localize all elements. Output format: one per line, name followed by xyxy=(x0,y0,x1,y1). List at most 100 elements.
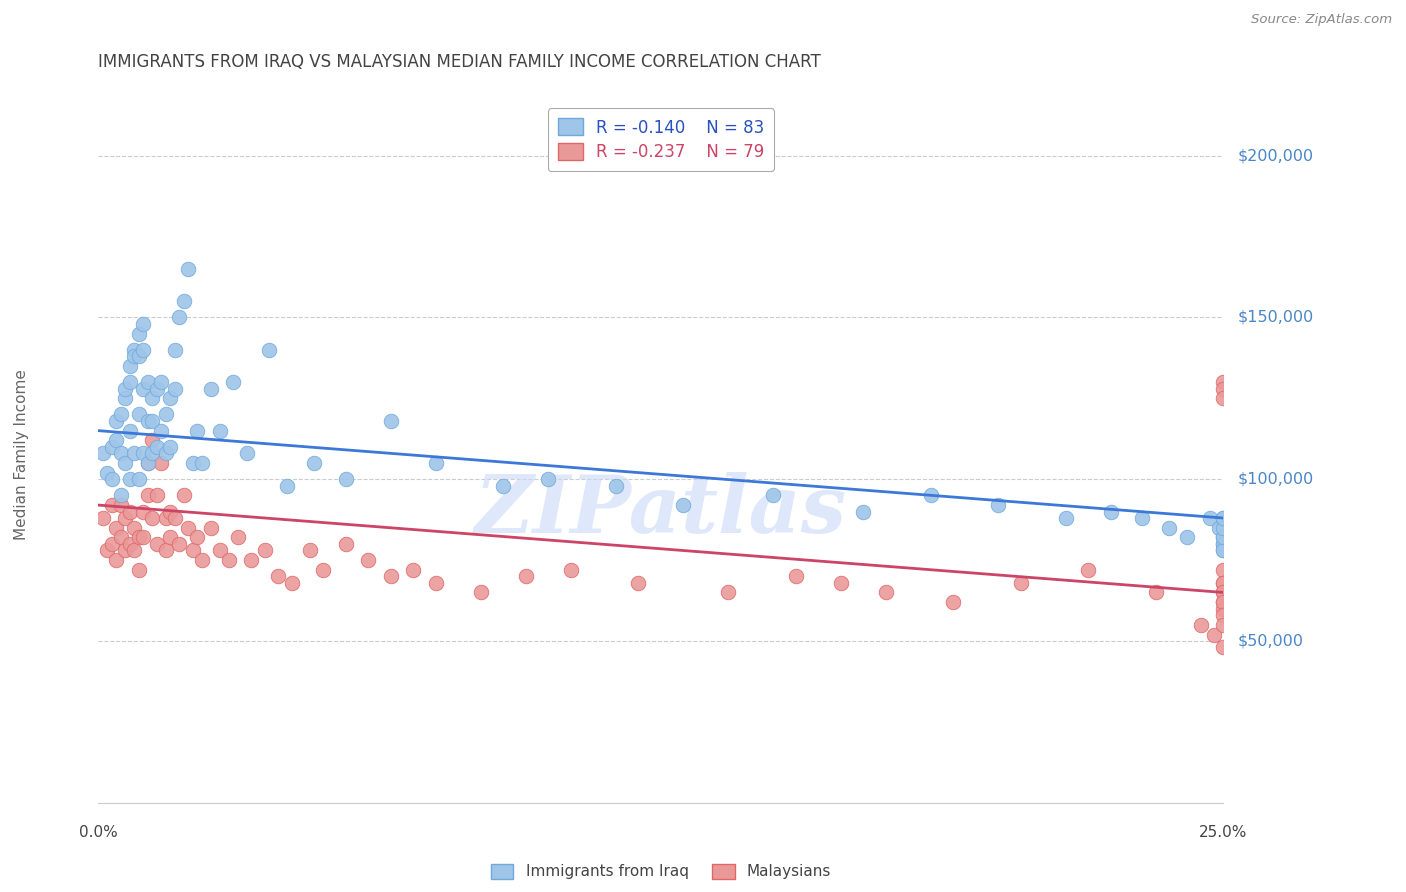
Point xyxy=(136,488,159,502)
Point xyxy=(186,531,208,545)
Point xyxy=(173,488,195,502)
Point xyxy=(132,446,155,460)
Point xyxy=(1010,575,1032,590)
Point xyxy=(118,375,141,389)
Point xyxy=(1204,627,1226,641)
Point xyxy=(136,414,159,428)
Point xyxy=(335,472,357,486)
Point xyxy=(159,504,181,518)
Point xyxy=(218,553,240,567)
Point xyxy=(181,456,204,470)
Text: IMMIGRANTS FROM IRAQ VS MALAYSIAN MEDIAN FAMILY INCOME CORRELATION CHART: IMMIGRANTS FROM IRAQ VS MALAYSIAN MEDIAN… xyxy=(98,54,821,71)
Point xyxy=(208,424,231,438)
Point xyxy=(128,326,150,341)
Point xyxy=(1212,595,1234,609)
Point xyxy=(124,521,146,535)
Point xyxy=(1212,382,1234,396)
Point xyxy=(1212,563,1234,577)
Point xyxy=(173,294,195,309)
Point xyxy=(110,488,132,502)
Point xyxy=(1212,537,1234,551)
Point xyxy=(226,531,249,545)
Point xyxy=(1212,640,1234,655)
Point xyxy=(987,498,1010,512)
Point xyxy=(1212,617,1234,632)
Text: ZIPatlas: ZIPatlas xyxy=(475,472,846,549)
Point xyxy=(114,511,136,525)
Point xyxy=(141,511,163,525)
Point xyxy=(163,382,186,396)
Point xyxy=(1212,575,1234,590)
Point xyxy=(105,434,128,448)
Point xyxy=(155,446,177,460)
Point xyxy=(380,414,402,428)
Point xyxy=(1212,575,1234,590)
Text: $50,000: $50,000 xyxy=(1237,633,1303,648)
Point xyxy=(1212,521,1234,535)
Point xyxy=(1212,392,1234,406)
Point xyxy=(101,498,124,512)
Point xyxy=(163,343,186,357)
Point xyxy=(177,521,200,535)
Point xyxy=(200,521,222,535)
Point xyxy=(335,537,357,551)
Point xyxy=(1208,521,1230,535)
Point xyxy=(1212,585,1234,599)
Text: Source: ZipAtlas.com: Source: ZipAtlas.com xyxy=(1251,13,1392,27)
Point xyxy=(110,446,132,460)
Point xyxy=(1212,511,1234,525)
Point xyxy=(312,563,335,577)
Point xyxy=(1212,595,1234,609)
Point xyxy=(1212,543,1234,558)
Point xyxy=(146,537,169,551)
Point xyxy=(181,543,204,558)
Point xyxy=(1212,608,1234,623)
Text: Median Family Income: Median Family Income xyxy=(14,369,28,541)
Point xyxy=(492,478,515,492)
Point xyxy=(150,424,173,438)
Point xyxy=(136,456,159,470)
Point xyxy=(560,563,582,577)
Point xyxy=(259,343,281,357)
Point xyxy=(91,511,114,525)
Point xyxy=(118,537,141,551)
Point xyxy=(146,440,169,454)
Point xyxy=(1099,504,1122,518)
Point xyxy=(425,575,447,590)
Point xyxy=(146,488,169,502)
Point xyxy=(136,456,159,470)
Point xyxy=(425,456,447,470)
Point xyxy=(141,446,163,460)
Point xyxy=(110,531,132,545)
Point xyxy=(852,504,875,518)
Point xyxy=(118,359,141,373)
Point xyxy=(1130,511,1153,525)
Point xyxy=(114,543,136,558)
Point xyxy=(830,575,852,590)
Point xyxy=(276,478,298,492)
Point xyxy=(159,531,181,545)
Point xyxy=(627,575,650,590)
Point xyxy=(200,382,222,396)
Point xyxy=(470,585,492,599)
Point xyxy=(1144,585,1167,599)
Point xyxy=(114,456,136,470)
Point xyxy=(1212,511,1234,525)
Point xyxy=(132,504,155,518)
Point xyxy=(118,424,141,438)
Point xyxy=(150,375,173,389)
Point xyxy=(101,472,124,486)
Point xyxy=(146,382,169,396)
Point xyxy=(118,472,141,486)
Point xyxy=(128,472,150,486)
Legend: Immigrants from Iraq, Malaysians: Immigrants from Iraq, Malaysians xyxy=(485,857,837,886)
Point xyxy=(169,537,191,551)
Point xyxy=(1212,375,1234,389)
Point xyxy=(101,440,124,454)
Point xyxy=(1175,531,1198,545)
Point xyxy=(110,498,132,512)
Point xyxy=(236,446,259,460)
Point xyxy=(515,569,537,583)
Point xyxy=(101,537,124,551)
Point xyxy=(875,585,897,599)
